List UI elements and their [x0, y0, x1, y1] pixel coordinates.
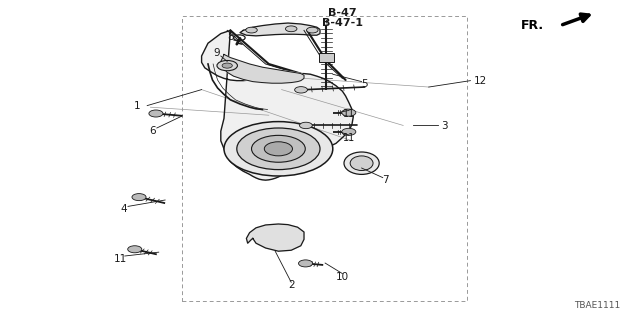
- Text: B-47: B-47: [328, 8, 356, 18]
- Text: 4: 4: [120, 204, 127, 214]
- Circle shape: [237, 128, 320, 170]
- Ellipse shape: [344, 152, 379, 174]
- Circle shape: [298, 260, 312, 267]
- Text: 7: 7: [382, 175, 388, 185]
- Text: FR.: FR.: [521, 19, 544, 32]
- Text: 6: 6: [149, 126, 156, 136]
- Polygon shape: [202, 30, 353, 180]
- Text: 11: 11: [342, 133, 355, 143]
- Circle shape: [252, 135, 305, 162]
- Polygon shape: [240, 23, 320, 36]
- Circle shape: [224, 122, 333, 176]
- Bar: [182, 16, 467, 301]
- Circle shape: [307, 27, 318, 33]
- Circle shape: [342, 109, 356, 116]
- Circle shape: [222, 63, 232, 68]
- Circle shape: [132, 194, 146, 201]
- FancyBboxPatch shape: [319, 53, 334, 62]
- Polygon shape: [246, 224, 304, 251]
- Polygon shape: [221, 54, 304, 83]
- Text: 12: 12: [474, 76, 487, 86]
- Circle shape: [264, 142, 292, 156]
- Text: 10: 10: [336, 272, 349, 282]
- Circle shape: [246, 27, 257, 33]
- Text: 9: 9: [213, 48, 220, 58]
- Circle shape: [300, 122, 312, 129]
- Text: B-47-1: B-47-1: [322, 18, 363, 28]
- Circle shape: [128, 246, 142, 253]
- Text: 8: 8: [227, 32, 234, 42]
- Text: 1: 1: [134, 100, 141, 111]
- Text: 11: 11: [342, 108, 355, 119]
- Ellipse shape: [350, 156, 373, 171]
- Circle shape: [294, 87, 307, 93]
- Circle shape: [285, 26, 297, 32]
- Circle shape: [217, 60, 237, 71]
- Text: 3: 3: [442, 121, 448, 132]
- Text: 5: 5: [362, 79, 368, 89]
- Text: TBAE1111: TBAE1111: [575, 301, 621, 310]
- Circle shape: [342, 128, 356, 135]
- Text: 2: 2: [288, 280, 294, 291]
- Text: 11: 11: [114, 253, 127, 264]
- Circle shape: [149, 110, 163, 117]
